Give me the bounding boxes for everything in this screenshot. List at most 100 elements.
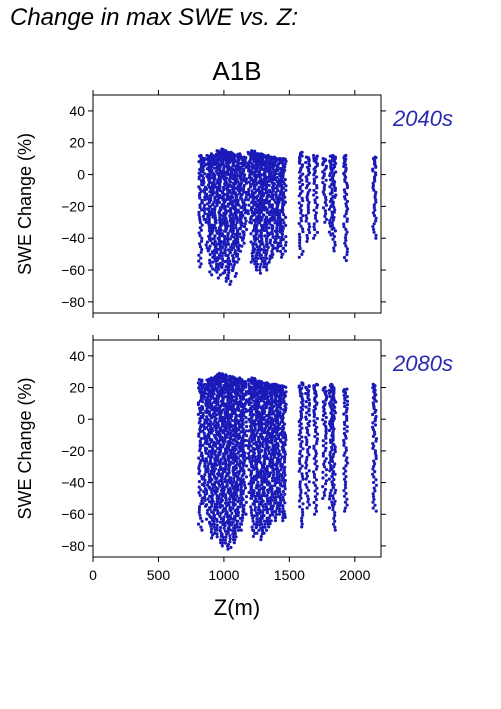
data-point <box>261 469 265 473</box>
data-point <box>234 226 238 230</box>
data-point <box>299 444 303 448</box>
data-point <box>249 444 253 448</box>
data-point <box>220 544 224 548</box>
data-point <box>215 270 219 274</box>
data-point <box>197 505 202 509</box>
data-point <box>315 464 319 468</box>
data-point <box>334 488 338 492</box>
data-point <box>226 542 231 547</box>
data-point <box>199 488 203 492</box>
data-point <box>200 247 204 252</box>
data-point <box>204 467 208 471</box>
data-point <box>252 164 256 168</box>
data-point <box>297 437 302 441</box>
data-point <box>242 200 246 204</box>
data-point <box>228 453 232 457</box>
data-point <box>249 387 253 391</box>
data-point <box>284 243 288 247</box>
data-point <box>220 541 224 545</box>
data-point <box>278 495 282 499</box>
data-point <box>331 455 335 459</box>
data-point <box>262 262 266 266</box>
data-point <box>281 429 285 433</box>
data-point <box>250 456 254 460</box>
data-point <box>269 519 273 523</box>
data-point <box>224 219 228 223</box>
y-tick-label: 0 <box>77 411 85 427</box>
data-point <box>253 262 257 266</box>
data-point <box>324 482 328 486</box>
data-point <box>331 505 335 509</box>
data-point <box>344 212 348 216</box>
data-point <box>210 165 214 169</box>
data-point <box>264 228 269 233</box>
data-point <box>305 440 309 444</box>
data-point <box>200 451 204 455</box>
data-point <box>312 222 316 226</box>
data-point <box>333 229 337 233</box>
data-point <box>283 501 287 505</box>
data-point <box>207 220 211 224</box>
data-point <box>210 210 214 214</box>
data-point <box>221 462 225 466</box>
data-point <box>207 513 211 517</box>
data-point <box>246 444 251 448</box>
data-point <box>215 381 219 385</box>
data-point <box>276 470 281 474</box>
data-point <box>345 250 349 254</box>
data-point <box>275 206 279 210</box>
data-point <box>236 208 240 212</box>
data-point <box>198 439 202 443</box>
data-point <box>226 547 230 551</box>
data-point <box>276 492 280 496</box>
data-point <box>204 192 209 196</box>
data-point <box>265 519 269 524</box>
data-point <box>226 531 230 535</box>
data-point <box>249 510 253 515</box>
data-point <box>206 464 210 468</box>
data-point <box>228 443 232 447</box>
data-point <box>220 254 224 258</box>
data-point <box>247 203 251 207</box>
data-point <box>223 469 227 473</box>
data-point <box>236 168 240 172</box>
data-point <box>275 430 279 434</box>
data-point <box>218 505 222 509</box>
data-point <box>265 156 269 160</box>
data-point <box>213 442 218 446</box>
data-point <box>304 400 308 404</box>
data-point <box>207 462 211 466</box>
data-point <box>279 249 283 253</box>
data-point <box>324 431 328 435</box>
data-point <box>345 403 349 407</box>
data-point <box>228 436 232 440</box>
data-point <box>203 195 207 199</box>
data-point <box>261 444 265 449</box>
y-axis-title: SWE Change (%) <box>15 133 35 275</box>
data-point <box>242 503 246 507</box>
data-point <box>206 470 210 474</box>
data-point <box>275 441 279 445</box>
data-point <box>281 191 286 195</box>
data-point <box>271 460 275 464</box>
data-point <box>205 411 209 415</box>
data-point <box>197 491 201 495</box>
data-point <box>205 437 209 441</box>
data-point <box>371 434 375 438</box>
data-point <box>254 268 259 272</box>
data-point <box>231 433 235 437</box>
data-point <box>253 505 257 509</box>
y-tick-label: −40 <box>61 475 85 491</box>
y-tick-label: −60 <box>61 506 85 522</box>
data-point <box>201 501 205 505</box>
data-point <box>283 452 287 456</box>
data-point <box>258 396 262 401</box>
data-point <box>249 410 253 415</box>
data-point <box>198 444 202 448</box>
data-point <box>259 487 263 491</box>
data-point <box>265 389 269 393</box>
data-point <box>307 230 312 235</box>
data-point <box>259 256 263 261</box>
data-point <box>228 251 232 255</box>
